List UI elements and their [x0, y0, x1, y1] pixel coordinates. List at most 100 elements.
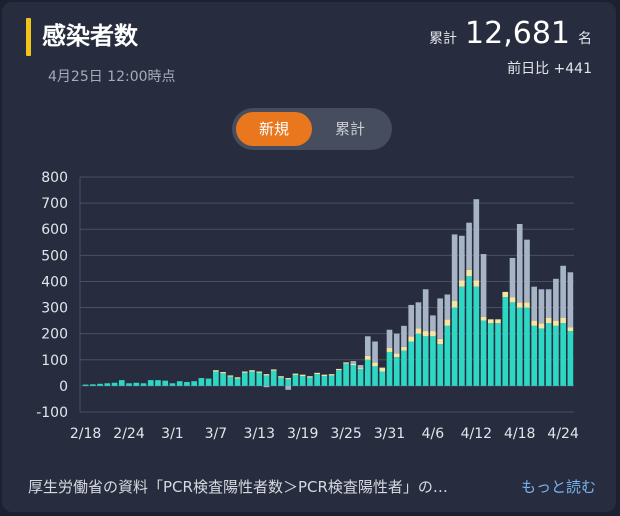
bar-series2	[270, 369, 277, 371]
bar-series3	[451, 234, 458, 302]
bar-series2	[379, 367, 386, 372]
bar-series2	[567, 327, 574, 332]
bar-series2	[372, 362, 378, 367]
bar-series1	[169, 383, 176, 386]
bar-series1	[292, 374, 299, 386]
bar-series3	[357, 365, 364, 368]
bar-series2	[538, 323, 545, 329]
bar-series2	[415, 328, 422, 334]
bar-series2	[459, 280, 465, 287]
bar-series2	[516, 302, 523, 308]
bar-series2	[386, 348, 393, 352]
bar-series2	[531, 320, 538, 326]
bar-series1	[184, 381, 190, 386]
bar-series3	[524, 239, 530, 303]
bar-series1	[278, 377, 284, 386]
bar-series2	[545, 318, 552, 324]
bar-series2	[220, 372, 226, 374]
bar-series3	[531, 286, 538, 321]
bar-series2	[256, 371, 263, 373]
x-tick-label: 2/24	[113, 426, 145, 442]
bar-series1	[285, 379, 292, 386]
x-tick-label: 3/31	[374, 426, 405, 442]
bar-series1	[270, 370, 277, 386]
bar-series1	[545, 323, 552, 386]
x-tick-label: 4/12	[461, 426, 492, 442]
bar-series2	[560, 318, 566, 324]
total-value: 12,681	[465, 16, 570, 51]
read-more-link[interactable]: もっと読む	[520, 478, 596, 496]
bar-series2	[321, 374, 328, 376]
bar-series2	[328, 374, 335, 376]
bar-series2	[553, 320, 559, 326]
y-tick-label: 500	[41, 248, 68, 264]
bar-series3	[567, 272, 574, 328]
y-tick-label: 800	[41, 170, 68, 186]
x-tick-label: 3/19	[287, 426, 318, 442]
bar-series1	[263, 375, 270, 386]
bar-series1	[437, 344, 443, 386]
bar-series1	[220, 373, 226, 386]
bar-series2	[408, 336, 415, 342]
x-tick-label: 2/18	[70, 426, 101, 442]
bar-series3	[285, 385, 292, 390]
bar-series3	[473, 199, 480, 281]
y-tick-label: 200	[41, 327, 68, 343]
bar-series1	[126, 383, 132, 386]
bar-series1	[357, 368, 364, 386]
bar-series1	[451, 307, 458, 386]
bar-series3	[386, 329, 393, 349]
bar-series2	[357, 367, 364, 369]
bar-series2	[502, 291, 509, 298]
bar-series1	[343, 363, 349, 386]
y-tick-label: 0	[59, 379, 68, 395]
bar-series1	[321, 375, 328, 386]
bar-series2	[451, 301, 458, 308]
bar-series1	[256, 372, 263, 386]
bar-series3	[350, 361, 357, 364]
bar-series2	[234, 377, 241, 379]
bar-series2	[509, 297, 516, 303]
toggle-new-button[interactable]: 新規	[236, 112, 312, 146]
bar-series1	[408, 341, 415, 386]
bar-series1	[90, 384, 96, 386]
bar-series3	[516, 224, 523, 303]
bar-series2	[437, 338, 443, 345]
bar-series2	[444, 319, 451, 326]
bar-series3	[401, 325, 407, 347]
bar-series1	[364, 359, 371, 386]
bar-series1	[386, 351, 393, 386]
bar-series1	[422, 336, 429, 386]
x-tick-label: 4/24	[547, 426, 579, 442]
bar-series1	[198, 378, 205, 386]
x-tick-label: 3/1	[161, 426, 184, 442]
toggle-cumulative-button[interactable]: 累計	[334, 120, 365, 138]
bar-series1	[147, 380, 154, 386]
bar-series3	[415, 302, 422, 329]
bar-series1	[234, 378, 241, 386]
y-tick-label: 100	[41, 353, 68, 369]
bar-series2	[307, 376, 313, 378]
bar-series2	[285, 378, 292, 380]
bar-series3	[422, 289, 429, 332]
bar-series1	[241, 372, 248, 386]
bar-series2	[299, 374, 306, 376]
bar-series3	[437, 298, 443, 339]
bar-series3	[480, 254, 487, 317]
page-title: 感染者数	[42, 22, 138, 50]
bar-series1	[205, 378, 212, 386]
bar-series1	[249, 371, 255, 386]
y-tick-label: 600	[41, 222, 68, 238]
bar-series2	[343, 362, 349, 364]
bar-series3	[538, 289, 545, 324]
bar-series1	[509, 302, 516, 386]
bar-series1	[307, 377, 313, 386]
bar-series2	[278, 376, 284, 378]
bar-series2	[473, 280, 480, 287]
bar-series2	[524, 302, 530, 308]
bar-series3	[545, 289, 552, 318]
bar-series3	[553, 278, 559, 321]
bar-series3	[393, 333, 400, 354]
x-tick-label: 3/7	[205, 426, 228, 442]
bar-series2	[495, 319, 501, 324]
